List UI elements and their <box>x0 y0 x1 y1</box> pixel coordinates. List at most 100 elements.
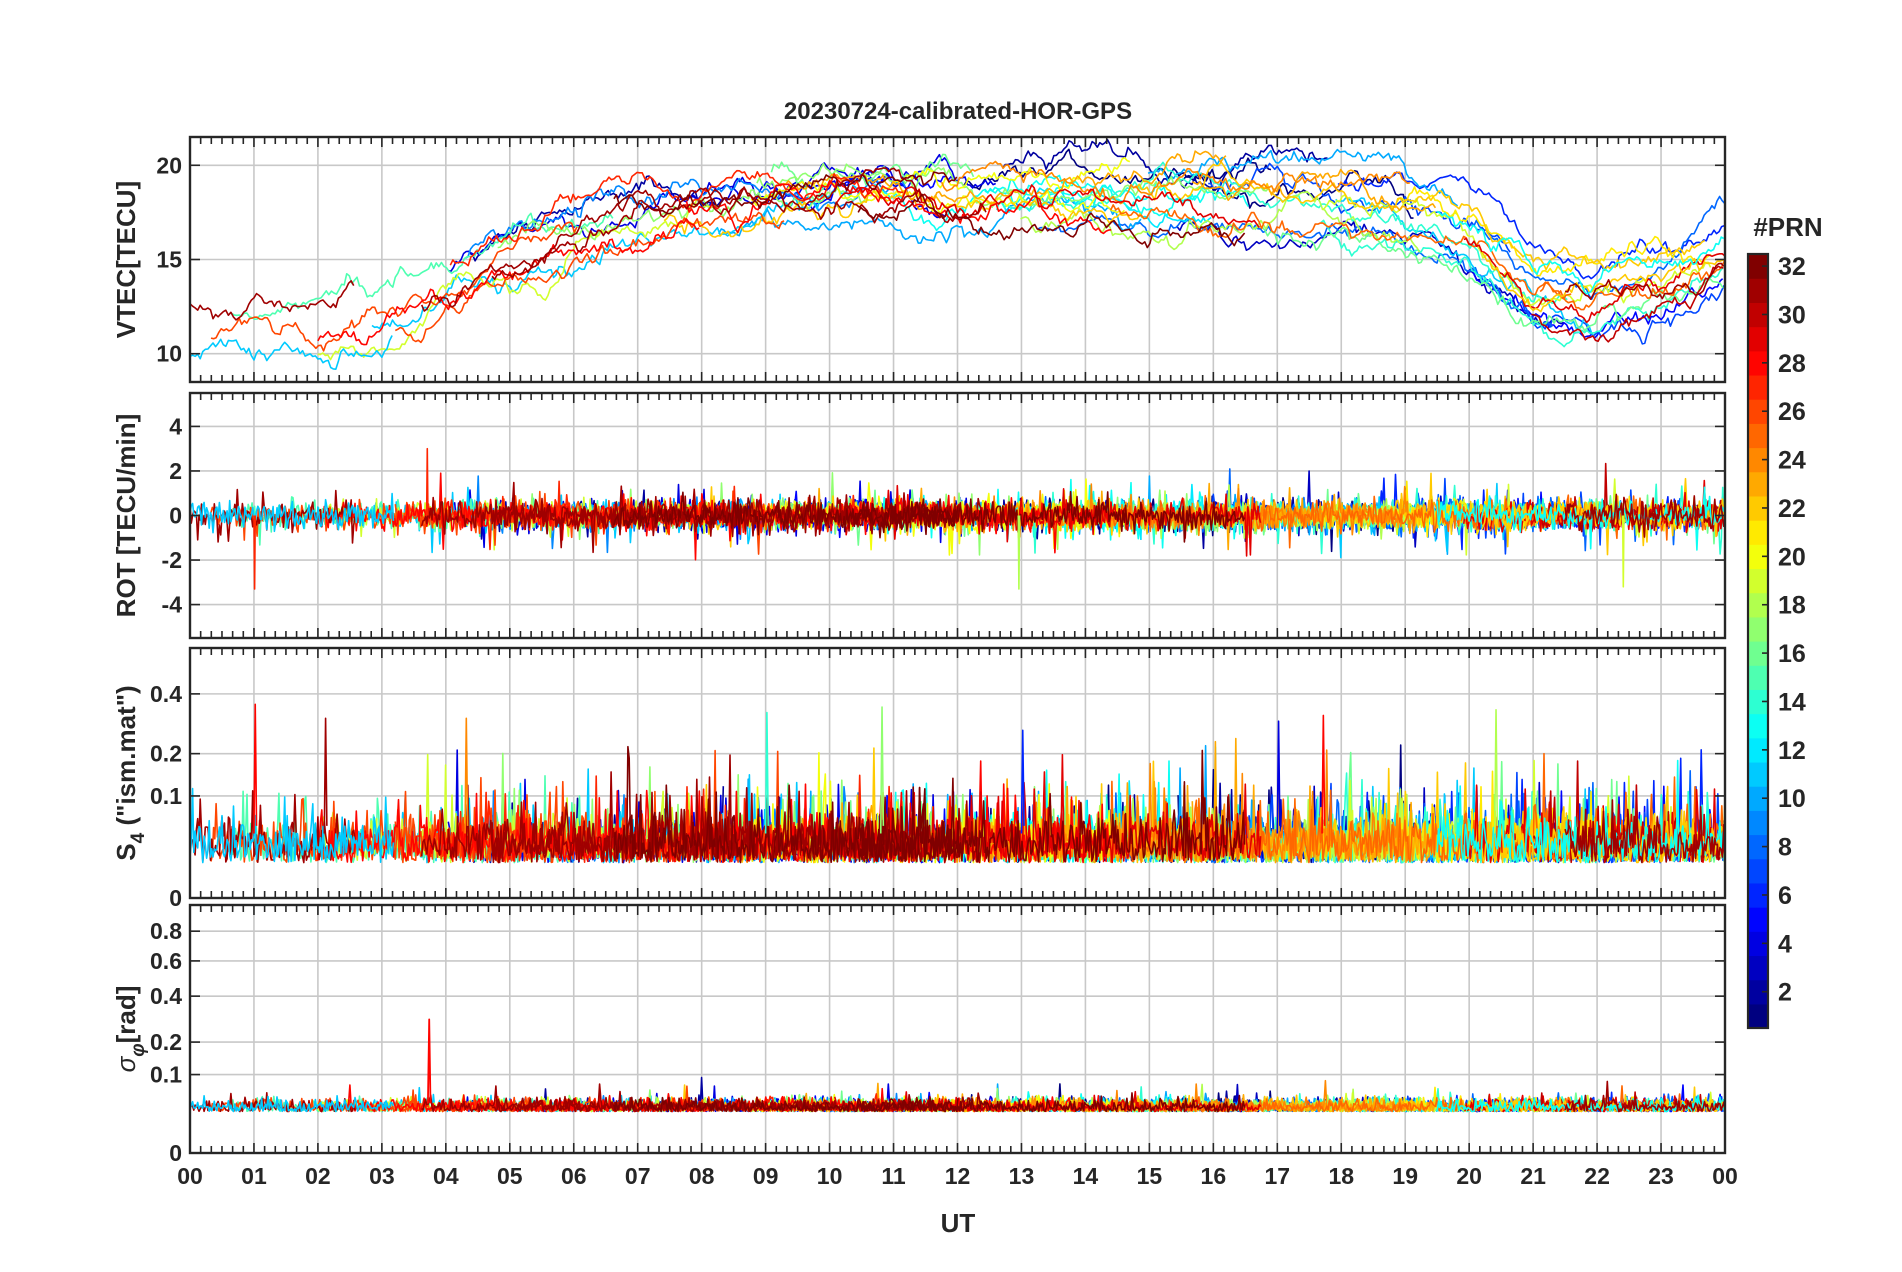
prn-13-trace <box>984 181 1249 207</box>
colorbar-segment <box>1748 786 1768 811</box>
panel-rot: -4 -2 0 2 4 ROT [TECU/min] <box>111 391 1727 640</box>
x-tick-label: 00 <box>177 1163 203 1189</box>
x-tick-label: 18 <box>1328 1163 1354 1189</box>
prn-11-trace <box>1335 196 1595 338</box>
x-tick-label: 16 <box>1201 1163 1227 1189</box>
prn-29-trace <box>1463 479 1725 534</box>
rot-spike <box>425 447 429 516</box>
prn-18-trace <box>1020 190 1421 253</box>
s4-spike <box>879 706 885 834</box>
x-tick-label: 02 <box>305 1163 331 1189</box>
s4-spike <box>1020 729 1025 834</box>
panel-data <box>190 138 1725 371</box>
x-tick-label: 05 <box>497 1163 523 1189</box>
y-tick-label: 0 <box>169 885 182 911</box>
colorbar-tick-label: 22 <box>1778 495 1806 523</box>
rot-spike <box>253 515 257 590</box>
colorbar-segment <box>1748 326 1768 352</box>
prn-32-trace <box>857 490 1246 543</box>
x-tick-labels: 00 01 02 03 04 05 06 07 08 09 10 11 12 13 14 15 16 17 18 19… <box>177 1163 1738 1189</box>
prn-32-trace <box>613 745 959 864</box>
colorbar-segment <box>1748 447 1768 473</box>
prn-31-trace <box>190 280 355 321</box>
colorbar-segment <box>1748 495 1768 521</box>
y-label-main: σ <box>111 1055 141 1072</box>
y-label-sub: φ <box>128 1043 149 1056</box>
colorbar-segment <box>1748 907 1768 932</box>
prn-26-trace <box>210 221 578 352</box>
colorbar-segment <box>1748 955 1768 981</box>
prn-32-trace <box>857 1092 1246 1113</box>
y-tick-label: 0.2 <box>150 741 182 767</box>
colorbar-tick-label: 12 <box>1778 737 1806 765</box>
colorbar-segment <box>1748 471 1768 497</box>
prn-22-trace <box>1481 488 1725 543</box>
panel-vtec: 10 15 20 VTEC[TECU] <box>111 135 1727 384</box>
prn-25-trace <box>1539 260 1725 311</box>
x-tick-label: 03 <box>369 1163 395 1189</box>
prn-21-trace <box>1395 186 1712 277</box>
prn-29-trace <box>833 184 1260 229</box>
prn-27-trace <box>449 169 904 267</box>
panel-s4: 00.10.20.4S4 ("ism.mat") <box>111 646 1727 911</box>
panel-data <box>190 447 1725 590</box>
colorbar-tick-label: 14 <box>1778 688 1806 716</box>
prn-31-trace <box>1564 799 1725 864</box>
panel-data <box>190 1018 1725 1113</box>
prn-32-trace <box>857 193 1246 249</box>
prn-4-trace <box>688 153 997 208</box>
colorbar-tick-label: 24 <box>1778 447 1806 475</box>
prn-15-trace <box>231 212 614 321</box>
y-tick-label: 4 <box>169 413 182 439</box>
colorbar-tick-label: 26 <box>1778 398 1806 426</box>
prn-13-trace <box>1436 210 1725 295</box>
y-tick-label: 0.1 <box>150 1062 182 1088</box>
colorbar-segment <box>1748 882 1768 908</box>
colorbar-tick-label: 10 <box>1778 785 1806 813</box>
colorbar-segment <box>1748 761 1768 787</box>
colorbar-segment <box>1748 689 1768 715</box>
x-tick-label: 11 <box>881 1163 906 1189</box>
prn-19-trace <box>317 198 715 361</box>
y-label-rest: [rad] <box>111 986 141 1044</box>
y-tick-label: 0 <box>169 503 182 529</box>
colorbar-title: #PRN <box>1753 212 1822 242</box>
y-axis-label: VTEC[TECU] <box>111 181 141 338</box>
colorbar-segment <box>1748 374 1768 400</box>
colorbar-segment <box>1748 399 1768 424</box>
x-tick-label: 17 <box>1264 1163 1290 1189</box>
prn-31-trace <box>190 789 356 864</box>
colorbar-tick-label: 18 <box>1778 592 1806 620</box>
colorbar-segment <box>1748 641 1768 666</box>
x-tick-label: 08 <box>689 1163 715 1189</box>
colorbar-tick-label: 2 <box>1778 979 1792 1007</box>
colorbar-frame <box>1746 252 1770 1030</box>
prn-24-trace <box>940 160 1410 205</box>
prn-11-trace <box>190 787 395 864</box>
prn-6-trace <box>1337 171 1725 280</box>
prn-31-trace <box>1564 1080 1725 1113</box>
colorbar-segment <box>1748 544 1768 570</box>
colorbar-segment <box>1748 979 1768 1005</box>
s4-spike <box>1321 714 1326 834</box>
panel-x-ticks <box>199 905 1716 1153</box>
colorbar-segment <box>1748 616 1768 642</box>
s4-spike <box>323 717 328 834</box>
colorbar-segment <box>1748 568 1768 594</box>
colorbar-segment <box>1748 423 1768 449</box>
panel-x-ticks <box>199 648 1716 898</box>
colorbar-tick-label: 6 <box>1778 882 1792 910</box>
prn-29-trace <box>833 1090 1262 1113</box>
y-tick-label: 0.1 <box>150 783 182 809</box>
colorbar-tick-label: 32 <box>1778 253 1806 281</box>
colorbar-segment <box>1748 931 1768 957</box>
y-tick-label: 0.6 <box>150 948 182 974</box>
colorbar-segment <box>1748 350 1768 376</box>
x-tick-label: 04 <box>433 1163 459 1189</box>
x-axis-label: UT <box>941 1208 976 1238</box>
colorbar-segment <box>1748 278 1768 303</box>
prn-32-trace <box>613 171 958 215</box>
s4-spike <box>464 717 469 834</box>
